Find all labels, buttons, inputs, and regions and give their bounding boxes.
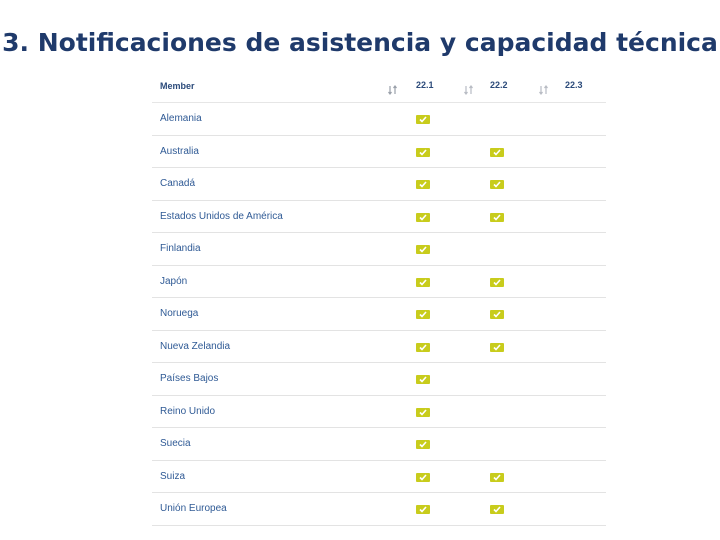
- checkmark-icon: [490, 277, 504, 287]
- table-row: Unión Europea: [152, 493, 606, 526]
- table-row: Reino Unido: [152, 396, 606, 428]
- checkmark-icon: [416, 245, 430, 254]
- checkmark-icon: [416, 115, 430, 124]
- slide-title: 3. Notificaciones de asistencia y capaci…: [2, 28, 718, 57]
- table-header: Member 22.1 22.2 22.3: [152, 72, 606, 103]
- checkmark-icon: [416, 472, 430, 482]
- member-name: Japón: [160, 275, 188, 287]
- checkmark-icon: [416, 440, 430, 449]
- checkmark-icon: [416, 407, 430, 417]
- table-row: Suiza: [152, 461, 606, 493]
- sort-arrows-icon[interactable]: [464, 82, 474, 95]
- table-row: Estados Unidos de América: [152, 201, 606, 233]
- checkmark-icon: [416, 212, 430, 222]
- table-row: Finlandia: [152, 233, 606, 266]
- table-row: Suecia: [152, 428, 606, 461]
- column-header-22-1[interactable]: 22.1: [416, 80, 434, 90]
- member-name: Alemania: [160, 113, 202, 124]
- member-name: Canadá: [160, 178, 196, 189]
- checkmark-icon: [490, 180, 504, 189]
- checkmark-icon: [416, 505, 430, 514]
- table-row: Canadá: [152, 168, 606, 201]
- column-header-22-3[interactable]: 22.3: [565, 80, 583, 90]
- checkmark-icon: [416, 147, 430, 157]
- checkmark-icon: [416, 342, 430, 352]
- members-table: Member 22.1 22.2 22.3 Alemania Australia C…: [152, 72, 606, 526]
- checkmark-icon: [416, 180, 430, 189]
- table-row: Australia: [152, 136, 606, 168]
- member-name: Reino Unido: [160, 405, 216, 417]
- checkmark-icon: [416, 310, 430, 319]
- sort-arrows-icon[interactable]: [539, 82, 549, 95]
- checkmark-icon: [416, 277, 430, 287]
- member-column-header[interactable]: Member: [160, 81, 195, 91]
- checkmark-icon: [490, 147, 504, 157]
- checkmark-icon: [490, 505, 504, 514]
- table-row: Países Bajos: [152, 363, 606, 396]
- member-name: Países Bajos: [160, 373, 219, 384]
- member-name: Finlandia: [160, 243, 201, 254]
- member-name: Suiza: [160, 470, 186, 482]
- table-row: Japón: [152, 266, 606, 298]
- sort-arrows-icon[interactable]: [388, 82, 398, 95]
- member-name: Nueva Zelandia: [160, 340, 231, 352]
- checkmark-icon: [490, 310, 504, 319]
- member-name: Australia: [160, 145, 199, 157]
- checkmark-icon: [416, 375, 430, 384]
- member-name: Suecia: [160, 438, 191, 449]
- checkmark-icon: [490, 472, 504, 482]
- member-name: Estados Unidos de América: [160, 210, 283, 222]
- column-header-22-2[interactable]: 22.2: [490, 80, 508, 90]
- member-name: Noruega: [160, 308, 199, 319]
- table-row: Alemania: [152, 103, 606, 136]
- checkmark-icon: [490, 212, 504, 222]
- member-name: Unión Europea: [160, 503, 227, 514]
- table-row: Nueva Zelandia: [152, 331, 606, 363]
- table-row: Noruega: [152, 298, 606, 331]
- table-body: Alemania Australia Canadá Estados Unidos de…: [152, 103, 606, 526]
- checkmark-icon: [490, 342, 504, 352]
